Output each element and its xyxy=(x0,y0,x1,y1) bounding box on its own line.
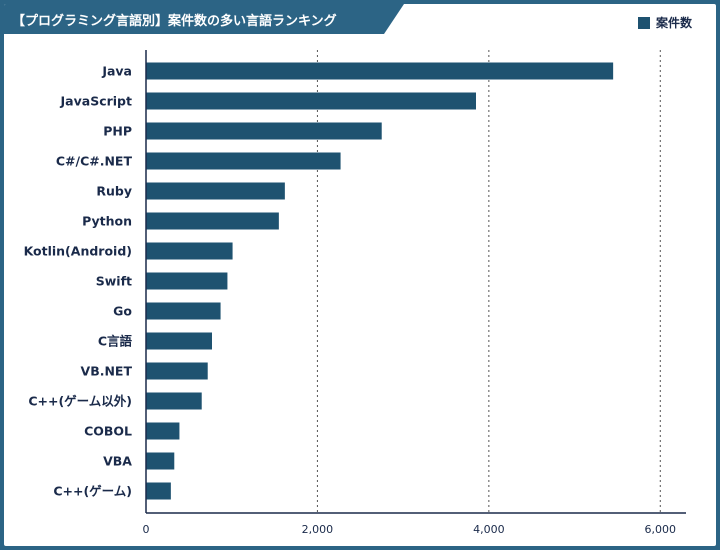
title-banner: 【プログラミング言語別】案件数の多い言語ランキング xyxy=(4,4,404,34)
bar-13 xyxy=(146,452,175,470)
category-label-7: Swift xyxy=(96,274,132,289)
bar-8 xyxy=(146,302,221,320)
bar-9 xyxy=(146,332,212,350)
category-label-9: C言語 xyxy=(98,334,133,349)
x-tick-label-0: 0 xyxy=(143,523,150,536)
legend-label: 案件数 xyxy=(655,16,692,30)
bar-5 xyxy=(146,212,279,230)
bar-14 xyxy=(146,482,171,500)
bar-6 xyxy=(146,242,233,260)
x-tick-label-3: 6,000 xyxy=(645,523,677,536)
bar-1 xyxy=(146,92,476,110)
legend-swatch xyxy=(637,16,650,29)
bar-3 xyxy=(146,152,341,170)
category-label-6: Kotlin(Android) xyxy=(24,244,132,259)
category-label-4: Ruby xyxy=(96,184,132,199)
bar-10 xyxy=(146,362,208,380)
category-label-10: VB.NET xyxy=(81,364,133,379)
category-label-12: COBOL xyxy=(84,424,132,439)
category-label-13: VBA xyxy=(103,454,132,469)
category-label-1: JavaScript xyxy=(60,94,132,109)
bar-2 xyxy=(146,122,382,140)
x-tick-label-1: 2,000 xyxy=(302,523,334,536)
bar-11 xyxy=(146,392,202,410)
bar-12 xyxy=(146,422,180,440)
bar-chart: Java JavaScript PHP C#/C#.NET Ruby Python Kotl… xyxy=(24,50,686,536)
category-label-8: Go xyxy=(113,304,132,319)
legend: 案件数 xyxy=(637,14,692,31)
category-label-14: C++(ゲーム) xyxy=(53,484,132,499)
bar-7 xyxy=(146,272,228,290)
bar-0 xyxy=(146,62,614,80)
category-label-0: Java xyxy=(101,64,132,79)
category-label-5: Python xyxy=(82,214,132,229)
chart-title: 【プログラミング言語別】案件数の多い言語ランキング xyxy=(12,14,337,29)
x-tick-label-2: 4,000 xyxy=(473,523,505,536)
chart-card: 【プログラミング言語別】案件数の多い言語ランキング 案件数 Java JavaSc… xyxy=(4,4,716,546)
category-label-11: C++(ゲーム以外) xyxy=(28,394,132,409)
category-label-2: PHP xyxy=(103,124,132,139)
category-label-3: C#/C#.NET xyxy=(56,154,133,169)
bar-4 xyxy=(146,182,285,200)
